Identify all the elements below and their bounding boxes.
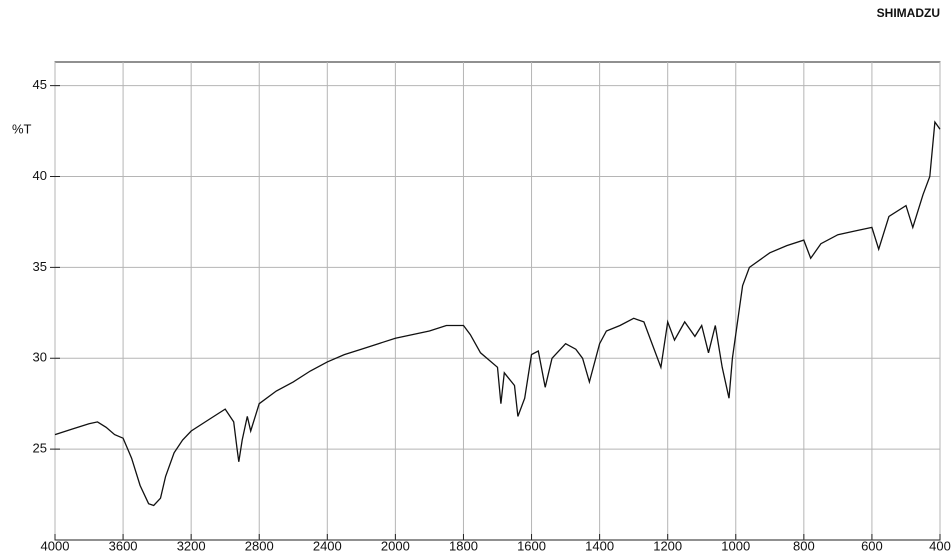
brand-logo: SHIMADZU [877, 6, 940, 20]
plot-frame [54, 61, 941, 541]
y-tick-label: 40 [33, 168, 47, 183]
y-tick-label: 30 [33, 350, 47, 365]
y-tick-label: 45 [33, 77, 47, 92]
spectrum-line [54, 120, 941, 507]
x-tick-label: 3200 [177, 538, 206, 553]
x-tick-label: 400 [929, 538, 951, 553]
x-tick-label: 1600 [517, 538, 546, 553]
x-tick-label: 1200 [653, 538, 682, 553]
x-tick-label: 4000 [41, 538, 70, 553]
x-tick-label: 1800 [449, 538, 478, 553]
y-axis-label: %T [12, 121, 32, 136]
x-tick-label: 800 [793, 538, 815, 553]
y-tick-label: 35 [33, 259, 47, 274]
x-tick-label: 2800 [245, 538, 274, 553]
x-tick-label: 3600 [109, 538, 138, 553]
x-tick-label: 2000 [381, 538, 410, 553]
x-tick-label: 1400 [585, 538, 614, 553]
x-tick-label: 2400 [313, 538, 342, 553]
y-tick-label: 25 [33, 441, 47, 456]
x-tick-label: 600 [861, 538, 883, 553]
x-tick-label: 1000 [721, 538, 750, 553]
